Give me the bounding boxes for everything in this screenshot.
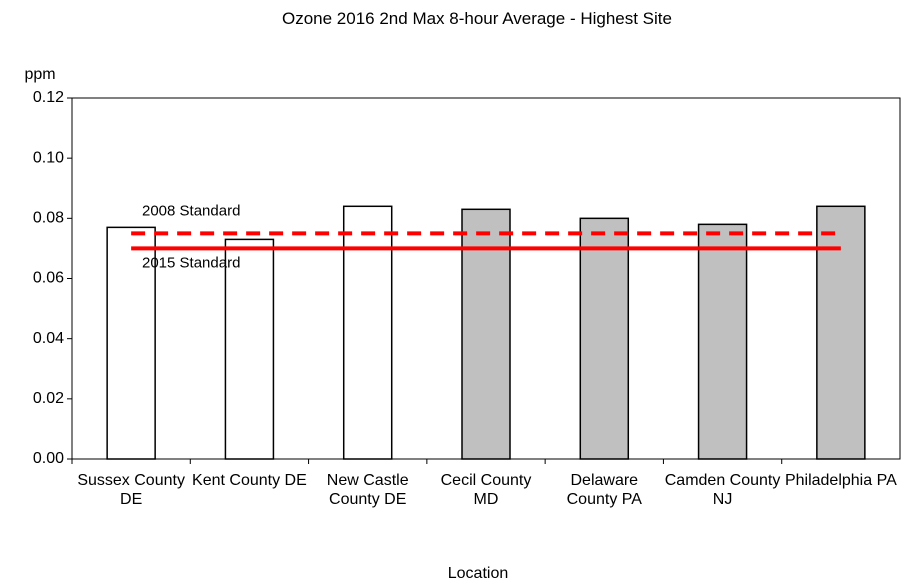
x-tick-label: Delaware County PA — [566, 472, 642, 508]
reference-label: 2008 Standard — [142, 202, 240, 219]
x-tick-label: New Castle County DE — [326, 472, 409, 508]
bar — [461, 208, 511, 460]
x-label-box: Delaware County PA — [566, 472, 642, 508]
reference-label: 2015 Standard — [142, 254, 240, 271]
bar — [342, 205, 393, 460]
y-tick-label: 0.02 — [33, 390, 64, 407]
x-label-box: Sussex County DE — [77, 472, 185, 508]
x-tick-label: Sussex County DE — [77, 472, 185, 508]
y-tick-label: 0.10 — [33, 149, 64, 166]
x-label-box: Cecil County MD — [440, 472, 532, 508]
x-axis-label: Location — [448, 565, 509, 582]
y-tick-label: 0.06 — [33, 270, 64, 287]
y-tick-label: 0.12 — [33, 89, 64, 106]
x-label-box: New Castle County DE — [326, 472, 409, 508]
y-axis-label: ppm — [24, 66, 55, 83]
bar — [697, 223, 748, 460]
bar — [579, 217, 630, 460]
x-tick-label: Camden County NJ — [664, 472, 781, 508]
bar — [224, 238, 275, 460]
x-label-box: Kent County DE — [192, 472, 307, 489]
x-tick-label: Kent County DE — [192, 472, 307, 489]
plot-frame — [71, 97, 901, 460]
x-tick-label: Cecil County MD — [440, 472, 532, 508]
y-tick-label: 0.04 — [33, 330, 64, 347]
y-tick-label: 0.08 — [33, 210, 64, 227]
x-label-box: Philadelphia PA — [784, 472, 897, 489]
chart-title: Ozone 2016 2nd Max 8-hour Average - High… — [282, 9, 672, 28]
bar — [816, 205, 866, 460]
x-tick-label: Philadelphia PA — [784, 472, 897, 489]
title-box: Ozone 2016 2nd Max 8-hour Average - High… — [282, 9, 672, 28]
y-tick-label: 0.00 — [33, 450, 64, 467]
x-label-box: Camden County NJ — [664, 472, 781, 508]
